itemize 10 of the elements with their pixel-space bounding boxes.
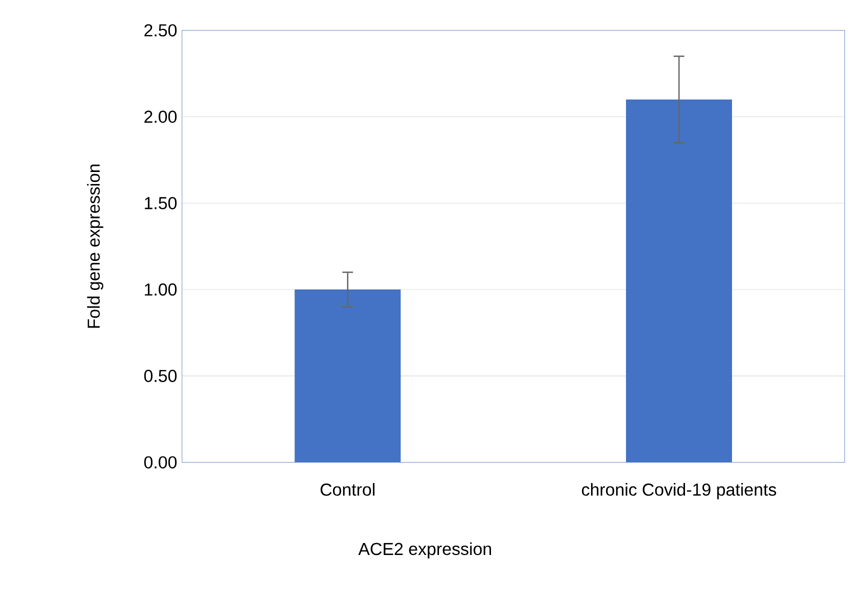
y-tick-label: 1.50 (144, 196, 177, 210)
x-tick-label: Control (320, 483, 374, 496)
x-axis-title: ACE2 expression (358, 542, 491, 559)
y-tick-label: 2.50 (144, 24, 177, 36)
x-tick-label: chronic Covid-19 patients (582, 483, 776, 500)
y-tick-label: 0.50 (144, 370, 177, 382)
y-axis-title: Fold gene expression (87, 164, 104, 328)
y-tick-label: 2.00 (144, 110, 177, 123)
y-tick-label: 0.00 (144, 456, 177, 468)
y-tick-label: 1.00 (144, 283, 177, 296)
